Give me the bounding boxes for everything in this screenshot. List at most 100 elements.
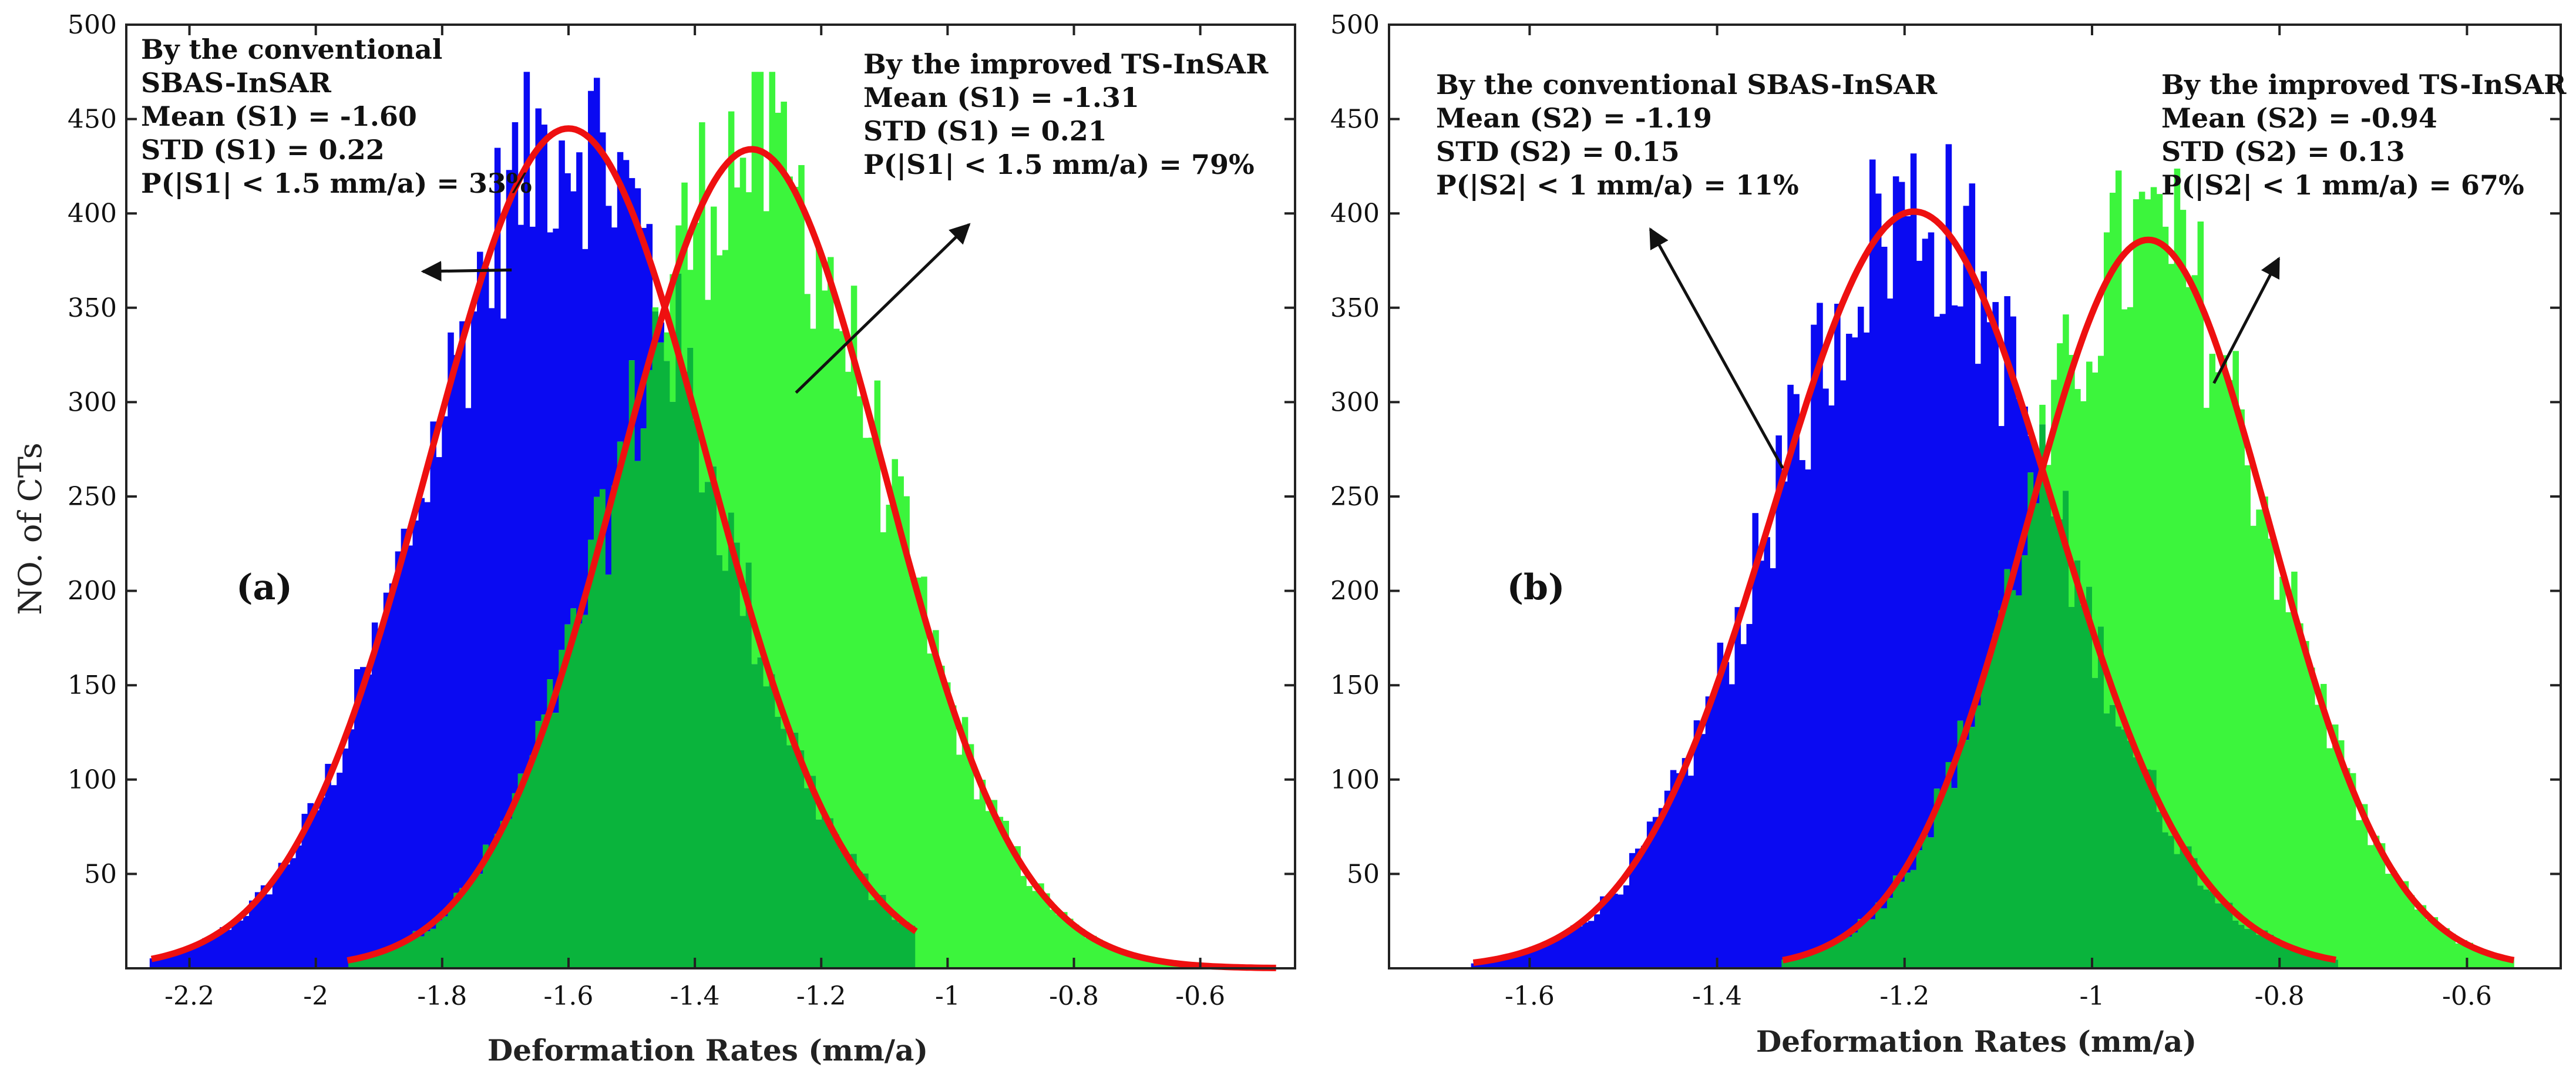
histogram-bar [775,112,781,717]
panel-label-a: (a) [236,567,292,608]
histogram-bar-overlap [2057,519,2063,968]
histogram-bar [2315,704,2321,958]
histogram-bar-overlap [1945,762,1952,968]
gaussian-fits-b [1472,208,2515,966]
histogram-bar [2109,193,2116,705]
histogram-bar [354,669,361,959]
histogram-bar-overlap [2010,590,2016,968]
histogram-bar-overlap [1904,873,1911,968]
histogram-bar [2016,398,2022,596]
histogram-bar [2174,168,2181,854]
histogram-bar [237,920,244,968]
histogram-bar-overlap [2097,626,2104,968]
histogram-bar-overlap [523,774,530,968]
histogram-bar [2408,895,2415,968]
histogram-bar-overlap [722,571,729,968]
histogram-bar-overlap [2115,726,2122,968]
x-axis-label-a: Deformation Rates (mm/a) [487,1033,928,1068]
histogram-bar-overlap [2315,957,2321,968]
histogram-bar-overlap [2138,766,2145,968]
histogram-bar-overlap [365,954,372,968]
histogram-bar [681,182,688,372]
histogram-bar [517,224,524,774]
histogram-bar [1541,944,1548,968]
histogram-bar-overlap [1787,958,1794,968]
histogram-bar [874,380,881,900]
histogram-bar-overlap [1980,676,1988,968]
histogram-bar [442,416,448,917]
x-axis-label-b: Deformation Rates (mm/a) [1756,1024,2197,1059]
histogram-bar [2150,187,2157,770]
histogram-bar [2092,373,2099,678]
y-axis-ticks-b: 50 100 150 200 250 300 350 400 450 500 [1330,10,2561,889]
histogram-bar-overlap [517,773,524,968]
histogram-bar [611,227,618,486]
histogram-bar [781,101,787,729]
histogram-bar-overlap [757,657,764,968]
histogram-bar-overlap [1922,835,1929,968]
histogram-bar [1933,316,1941,789]
histogram-bar-overlap [2309,954,2315,968]
histogram-bar-overlap [1852,932,1858,968]
histogram-bar [617,152,624,442]
histogram-bar [1687,776,1694,968]
histogram-bar [1980,271,1988,677]
histogram-bar-overlap [477,874,483,968]
annotation-text: Mean (S1) = -1.60 [141,100,417,132]
histogram-bar [424,502,431,932]
histogram-bar [892,459,898,920]
histogram-bar [1834,303,1841,940]
histogram-bar [1050,910,1056,968]
histogram-bar-overlap [605,574,612,968]
histogram-bar [2321,684,2327,958]
histogram-bar-overlap [2221,902,2228,968]
histogram-bar [1881,246,1888,908]
histogram-bar [2508,958,2514,968]
histogram-bar-overlap [2133,757,2140,968]
histogram-bar-overlap [868,900,875,968]
histogram-bar-overlap [2027,472,2034,968]
histogram-bar [149,958,156,968]
histogram-bar-overlap [2051,516,2057,968]
histogram-bar-overlap [734,542,741,968]
histogram-bar [2138,192,2145,767]
histogram-bar-overlap [839,849,846,968]
histogram-bar [2274,599,2280,938]
annotation-text: P(|S2| < 1 mm/a) = 67% [2161,169,2524,201]
histogram-bar-overlap [2256,935,2262,968]
histogram-bar-overlap [903,922,910,968]
histogram-bar [564,173,571,625]
histogram-bar-overlap [792,732,799,968]
gaussian-fit-line [150,125,918,962]
y-tick-label: 100 [68,765,117,795]
y-tick-label: 150 [1330,670,1380,700]
gaussian-fit-line [1472,208,2337,966]
histogram-bar-overlap [1799,954,1805,968]
histogram-bar [190,944,197,968]
histogram-bar [961,717,968,968]
histogram-bar-overlap [2063,491,2069,968]
y-tick-label: 200 [1330,576,1380,606]
histogram-bar-overlap [354,958,361,968]
histogram-bar [1553,938,1559,968]
histogram-bar-overlap [1875,902,1882,968]
histogram-bar [1125,955,1132,968]
histogram-bar [1014,846,1021,968]
histogram-bar [2309,667,2315,955]
histogram-bar [1594,914,1600,968]
histogram-bar-overlap [2232,920,2239,968]
histogram-bar [2063,314,2069,491]
histogram-bar [1067,918,1074,968]
histogram-bar [1711,693,1718,968]
histogram-bar-overlap [2185,846,2192,968]
histogram-bar [1875,193,1882,903]
histogram-bar [1892,176,1899,876]
histogram-bar [2051,380,2057,516]
histogram-bars-b [1471,144,2514,968]
histogram-bar [2496,958,2503,968]
histogram-bar [2291,571,2298,947]
histogram-bar [816,249,822,820]
histogram-bar [278,863,285,968]
